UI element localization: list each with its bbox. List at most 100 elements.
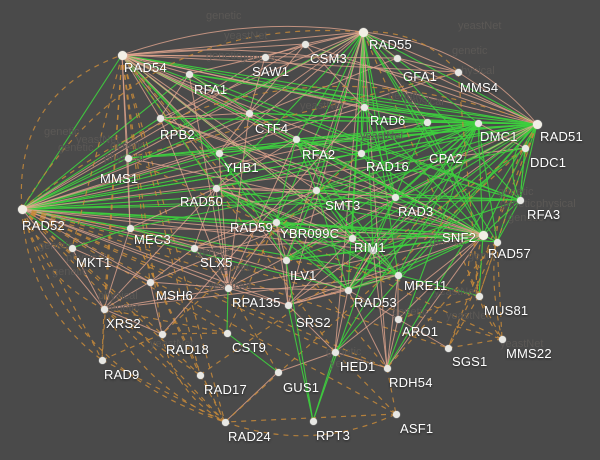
node-label-snf2[interactable]: SNF2	[442, 230, 477, 245]
node-label-saw1[interactable]: SAW1	[252, 64, 290, 79]
graph-node-rad59[interactable]	[272, 218, 280, 226]
node-label-rfa3[interactable]: RFA3	[527, 207, 561, 222]
graph-node-mus81[interactable]	[475, 292, 483, 300]
node-label-cst9[interactable]: CST9	[232, 340, 267, 355]
graph-node-slx5[interactable]	[190, 244, 198, 252]
node-label-mms22[interactable]: MMS22	[506, 346, 552, 361]
graph-node-rfa2[interactable]	[292, 135, 300, 143]
node-label-rfa2[interactable]: RFA2	[302, 147, 336, 162]
node-label-rad52[interactable]: RAD52	[22, 218, 65, 233]
node-label-rad17[interactable]: RAD17	[204, 382, 247, 397]
graph-node-mre11[interactable]	[394, 271, 402, 279]
graph-node-mms4[interactable]	[454, 68, 462, 76]
graph-node-dmc1[interactable]	[474, 119, 482, 127]
node-label-yhb1[interactable]: YHB1	[224, 160, 259, 175]
graph-node-rdh54[interactable]	[383, 364, 391, 372]
graph-node-smt3[interactable]	[312, 186, 320, 194]
graph-node-cst9[interactable]	[223, 329, 231, 337]
node-label-rad24[interactable]: RAD24	[228, 429, 271, 444]
node-label-srs2[interactable]: SRS2	[296, 315, 331, 330]
node-label-dmc1[interactable]: DMC1	[480, 129, 518, 144]
node-label-rad59[interactable]: RAD59	[230, 220, 273, 235]
graph-node-cpa2[interactable]	[423, 118, 431, 126]
node-label-mkt1[interactable]: MKT1	[76, 255, 112, 270]
node-label-rfa1[interactable]: RFA1	[194, 82, 228, 97]
node-label-xrs2[interactable]: XRS2	[106, 316, 141, 331]
graph-node-rad9[interactable]	[98, 356, 106, 364]
node-label-aro1[interactable]: ARO1	[402, 324, 439, 339]
graph-node-ilv1[interactable]	[282, 256, 290, 264]
graph-node-asf1[interactable]	[392, 410, 400, 418]
node-label-ctf4[interactable]: CTF4	[255, 121, 289, 136]
node-label-rim1[interactable]: RIM1	[354, 240, 386, 255]
graph-node-rad50[interactable]	[212, 184, 220, 192]
graph-node-rpa135[interactable]	[224, 284, 232, 292]
graph-node-snf2[interactable]	[478, 230, 488, 240]
node-label-sgs1[interactable]: SGS1	[452, 354, 488, 369]
node-label-smt3[interactable]: SMT3	[325, 198, 361, 213]
graph-node-rad57[interactable]	[493, 238, 501, 246]
node-label-gus1[interactable]: GUS1	[283, 380, 320, 395]
node-label-rdh54[interactable]: RDH54	[389, 375, 433, 390]
node-label-rad57[interactable]: RAD57	[488, 246, 531, 261]
graph-node-rim1[interactable]	[369, 246, 377, 254]
graph-node-mkt1[interactable]	[68, 244, 76, 252]
node-label-slx5[interactable]: SLX5	[200, 255, 233, 270]
node-label-rpa135[interactable]: RPA135	[232, 295, 281, 310]
node-label-rpb2[interactable]: RPB2	[160, 127, 195, 142]
node-label-ddc1[interactable]: DDC1	[530, 155, 567, 170]
graph-node-srs2[interactable]	[284, 301, 292, 309]
node-label-rad18[interactable]: RAD18	[166, 342, 209, 357]
node-label-ybr099c[interactable]: YBR099C	[280, 226, 340, 241]
graph-node-rad16[interactable]	[357, 149, 365, 157]
graph-node-gus1[interactable]	[274, 368, 282, 376]
graph-node-saw1[interactable]	[261, 53, 269, 61]
graph-node-xrs2[interactable]	[100, 305, 108, 313]
graph-node-csm3[interactable]	[301, 40, 309, 48]
graph-node-rad3[interactable]	[391, 193, 399, 201]
graph-node-mms1[interactable]	[124, 154, 132, 162]
node-label-rad54[interactable]: RAD54	[124, 60, 167, 75]
node-label-rad51[interactable]: RAD51	[540, 129, 583, 144]
graph-node-ctf4[interactable]	[245, 109, 253, 117]
graph-node-rpt3[interactable]	[309, 417, 317, 425]
graph-node-ddc1[interactable]	[521, 144, 529, 152]
graph-node-rad52[interactable]	[17, 204, 27, 214]
graph-node-rfa1[interactable]	[185, 70, 193, 78]
node-label-hed1[interactable]: HED1	[340, 359, 376, 374]
node-label-rad53[interactable]: RAD53	[354, 295, 397, 310]
node-label-rpt3[interactable]: RPT3	[316, 428, 351, 443]
graph-node-rad17[interactable]	[196, 371, 204, 379]
node-label-mre11[interactable]: MRE11	[404, 278, 448, 293]
node-label-mus81[interactable]: MUS81	[484, 303, 529, 318]
node-label-mms4[interactable]: MMS4	[460, 80, 499, 95]
graph-node-aro1[interactable]	[394, 315, 402, 323]
node-label-rad55[interactable]: RAD55	[369, 37, 412, 52]
graph-node-mms22[interactable]	[498, 335, 506, 343]
graph-node-rpb2[interactable]	[156, 114, 164, 122]
node-label-rad16[interactable]: RAD16	[366, 159, 409, 174]
node-label-rad9[interactable]: RAD9	[104, 367, 140, 382]
graph-node-gfa1[interactable]	[393, 54, 401, 62]
node-label-asf1[interactable]: ASF1	[400, 421, 434, 436]
node-label-gfa1[interactable]: GFA1	[403, 69, 438, 84]
graph-node-yhb1[interactable]	[215, 149, 223, 157]
graph-node-msh6[interactable]	[146, 278, 154, 286]
node-label-mec3[interactable]: MEC3	[134, 232, 171, 247]
graph-node-rad55[interactable]	[358, 27, 368, 37]
node-label-rad3[interactable]: RAD3	[398, 204, 434, 219]
graph-node-hed1[interactable]	[331, 348, 339, 356]
node-label-rad50[interactable]: RAD50	[180, 194, 223, 209]
node-label-rad6[interactable]: RAD6	[370, 113, 406, 128]
graph-node-rad24[interactable]	[221, 418, 229, 426]
graph-node-rad53[interactable]	[344, 286, 352, 294]
graph-node-sgs1[interactable]	[444, 344, 452, 352]
graph-node-ybr099c[interactable]	[348, 234, 356, 242]
graph-node-rad18[interactable]	[158, 330, 166, 338]
node-label-cpa2[interactable]: CPA2	[429, 151, 463, 166]
node-label-msh6[interactable]: MSH6	[156, 288, 193, 303]
node-label-csm3[interactable]: CSM3	[310, 51, 347, 66]
graph-node-rfa3[interactable]	[516, 196, 524, 204]
graph-node-mec3[interactable]	[126, 224, 134, 232]
